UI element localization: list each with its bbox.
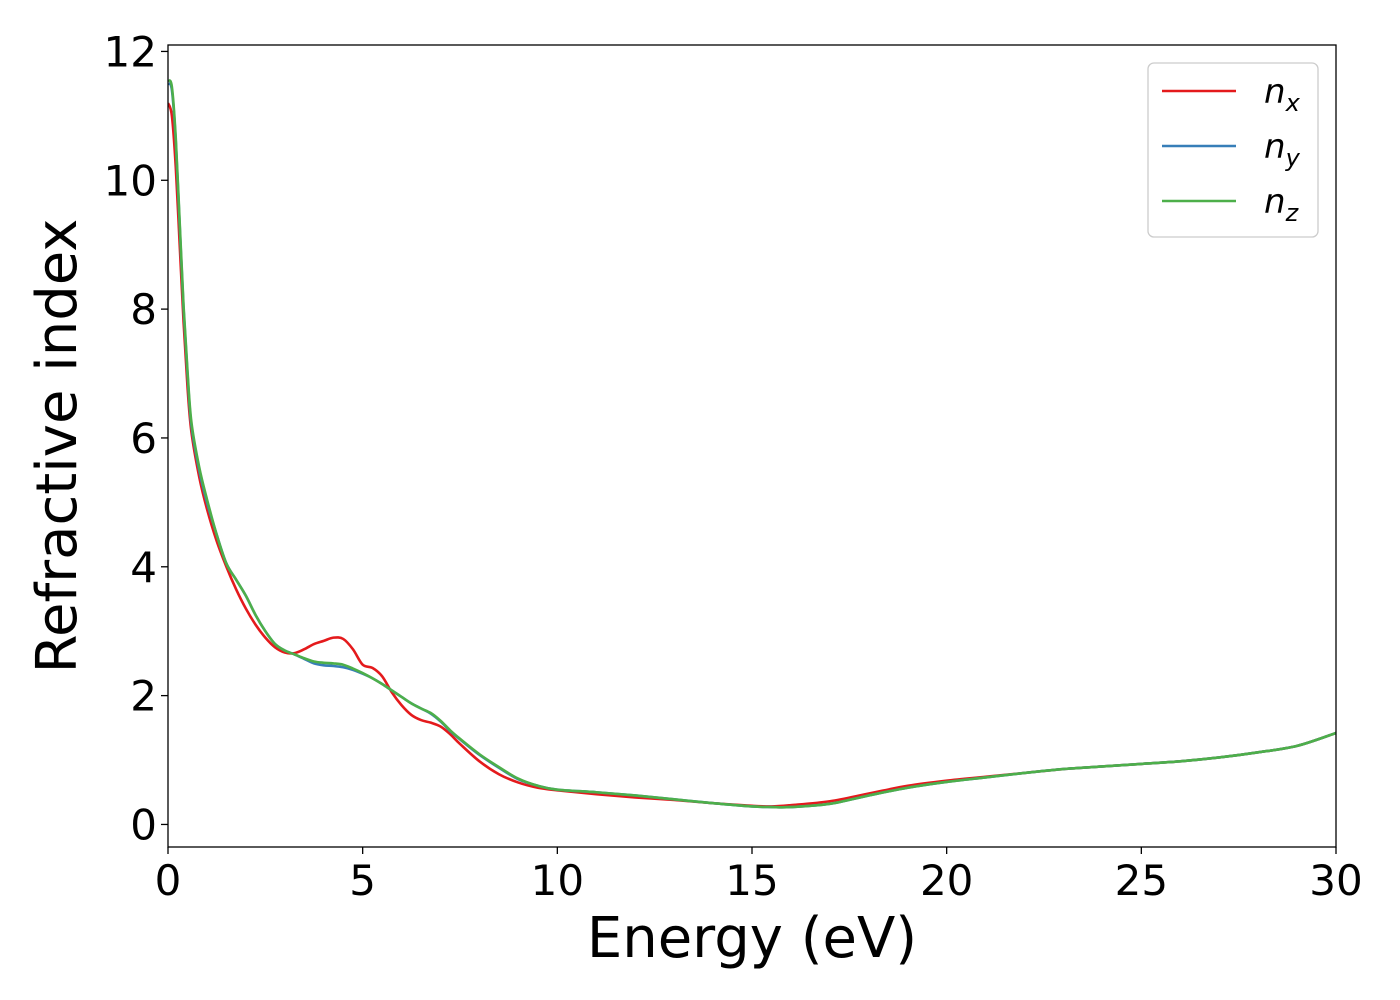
x-tick-label: 25 xyxy=(1115,856,1168,905)
y-tick-label: 2 xyxy=(130,672,157,721)
legend-label-ny: ny xyxy=(1264,127,1301,172)
x-axis-label: Energy (eV) xyxy=(587,906,917,971)
y-tick-label: 6 xyxy=(130,414,157,463)
series-layer xyxy=(168,79,1336,809)
x-axis: 0 5 10 15 20 25 30 xyxy=(155,847,1363,905)
y-tick-label: 0 xyxy=(130,800,157,849)
y-axis-label: Refractive index xyxy=(25,219,90,674)
x-tick-label: 0 xyxy=(155,856,182,905)
x-tick-label: 15 xyxy=(725,856,778,905)
legend-label-nz: nz xyxy=(1264,182,1300,227)
y-tick-label: 10 xyxy=(104,156,157,205)
x-tick-label: 30 xyxy=(1309,856,1362,905)
series-line-nz xyxy=(168,79,1336,809)
legend: nx ny nz xyxy=(1147,62,1319,238)
y-axis: 0 2 4 6 8 10 12 xyxy=(104,27,168,849)
x-tick-label: 20 xyxy=(920,856,973,905)
x-tick-label: 5 xyxy=(349,856,376,905)
x-tick-label: 10 xyxy=(531,856,584,905)
y-tick-label: 12 xyxy=(104,27,157,76)
legend-label-nx: nx xyxy=(1264,72,1301,117)
legend-frame xyxy=(1147,62,1319,238)
y-tick-label: 4 xyxy=(130,543,157,592)
y-tick-label: 8 xyxy=(130,285,157,334)
